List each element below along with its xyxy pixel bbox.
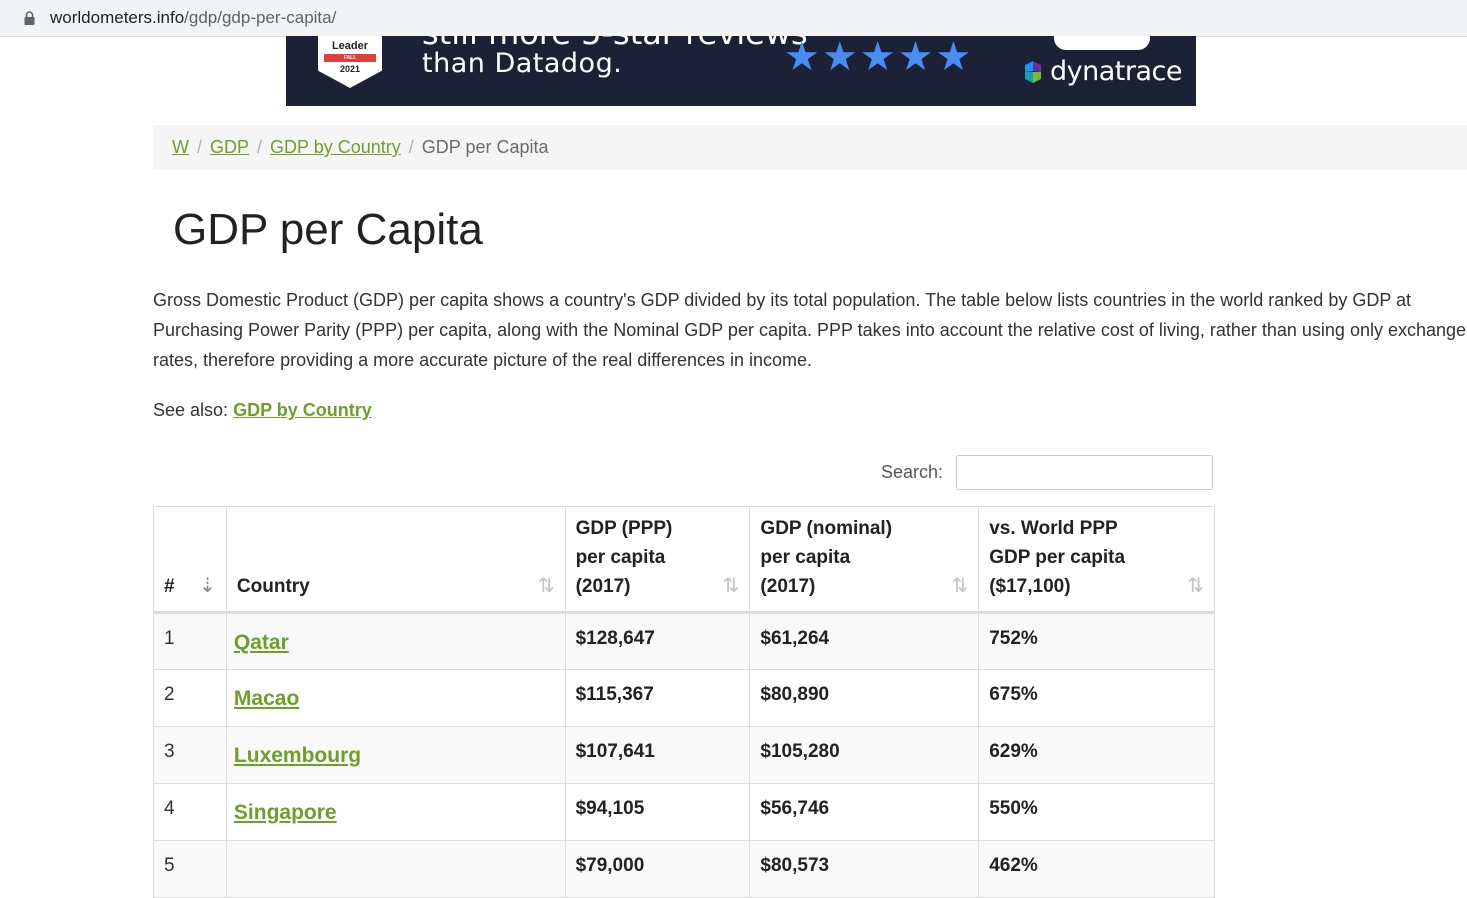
ad-cta-button[interactable] [1054, 36, 1150, 50]
sort-icon[interactable]: ⇅ [722, 575, 740, 597]
cell-rank: 5 [153, 840, 227, 898]
table-row: 5 $79,000 $80,573 462% [153, 840, 1215, 898]
cell-vs-world: 752% [978, 612, 1215, 670]
header-gdp-nominal-line: GDP (nominal) [760, 518, 893, 539]
breadcrumb-gdp-link[interactable]: GDP [210, 137, 250, 157]
country-link[interactable]: Luxembourg [233, 744, 362, 767]
gdp-per-capita-table: # ⇣ Country ⇅ GDP (PPP) per capita (2017… [153, 506, 1215, 898]
header-rank[interactable]: # ⇣ [153, 506, 227, 614]
search-input[interactable] [956, 455, 1213, 490]
table-row: 4 Singapore $94,105 $56,746 550% [153, 783, 1215, 841]
leader-badge: Leader FALL 2021 [318, 36, 382, 88]
cell-gdp-ppp: $115,367 [564, 669, 751, 727]
cell-vs-world: 675% [978, 669, 1215, 727]
header-country-label: Country [236, 576, 310, 597]
breadcrumb: W / GDP / GDP by Country / GDP per Capit… [153, 125, 1467, 170]
sort-icon[interactable]: ⇅ [537, 575, 555, 597]
cell-country: Macao [225, 669, 566, 727]
header-vs-world-line: GDP per capita [989, 547, 1126, 568]
cell-gdp-ppp: $79,000 [564, 840, 751, 898]
lock-icon[interactable] [22, 11, 36, 25]
country-link[interactable]: Qatar [233, 631, 289, 654]
header-gdp-nominal-line: per capita [760, 547, 851, 568]
breadcrumb-gdp-by-country-link[interactable]: GDP by Country [270, 137, 401, 157]
cell-vs-world: 462% [978, 840, 1215, 898]
cell-gdp-nominal: $105,280 [749, 726, 980, 784]
cell-gdp-ppp: $128,647 [564, 612, 751, 670]
cell-country: Luxembourg [225, 726, 566, 784]
address-bar[interactable]: worldometers.info/gdp/gdp-per-capita/ [0, 0, 1467, 37]
badge-year: 2021 [339, 64, 361, 74]
cell-gdp-nominal: $61,264 [749, 612, 980, 670]
table-row: 3 Luxembourg $107,641 $105,280 629% [153, 726, 1215, 784]
header-country[interactable]: Country ⇅ [225, 506, 566, 614]
cell-vs-world: 629% [978, 726, 1215, 784]
breadcrumb-current: GDP per Capita [421, 137, 549, 157]
url-path: /gdp/gdp-per-capita/ [184, 8, 337, 27]
url-host: worldometers.info [50, 8, 185, 27]
dynatrace-logo: dynatrace [1020, 56, 1182, 87]
dynatrace-icon [1025, 60, 1041, 83]
header-gdp-ppp-line: GDP (PPP) [575, 518, 673, 539]
cell-gdp-nominal: $80,573 [749, 840, 980, 898]
header-gdp-nominal-line: (2017) [760, 576, 816, 597]
sort-icon[interactable]: ⇅ [951, 575, 969, 597]
breadcrumb-home-link[interactable]: W [172, 137, 189, 157]
cell-rank: 1 [153, 612, 227, 670]
cell-gdp-ppp: $94,105 [564, 783, 751, 841]
see-also: See also: GDP by Country [153, 400, 372, 421]
country-link[interactable]: Macao [233, 687, 300, 710]
header-gdp-ppp-line: (2017) [575, 576, 631, 597]
see-also-gdp-by-country-link[interactable]: GDP by Country [233, 400, 372, 420]
sort-desc-icon[interactable]: ⇣ [199, 575, 216, 597]
header-gdp-ppp-line: per capita [575, 547, 666, 568]
ad-headline-partial: still more 5-star reviews [422, 36, 808, 52]
page-description: Gross Domestic Product (GDP) per capita … [153, 290, 1467, 370]
rating-stars-icon: ★★★★★ [784, 36, 974, 79]
badge-season: FALL [324, 54, 376, 62]
cell-country [225, 840, 566, 898]
cell-rank: 3 [153, 726, 227, 784]
country-link[interactable]: Singapore [233, 801, 337, 824]
see-also-label: See also: [153, 400, 229, 420]
search-label: Search: [881, 462, 944, 482]
breadcrumb-separator: / [408, 137, 414, 157]
cell-gdp-nominal: $80,890 [749, 669, 980, 727]
cell-country: Qatar [225, 612, 566, 670]
ad-headline: than Datadog. [422, 48, 623, 79]
header-gdp-ppp[interactable]: GDP (PPP) per capita (2017) ⇅ [564, 506, 751, 614]
cell-gdp-ppp: $107,641 [564, 726, 751, 784]
cell-rank: 2 [153, 669, 227, 727]
url-text[interactable]: worldometers.info/gdp/gdp-per-capita/ [50, 8, 336, 28]
badge-title: Leader [331, 40, 369, 52]
page-title: GDP per Capita [173, 205, 483, 254]
sort-icon[interactable]: ⇅ [1187, 575, 1204, 597]
cell-vs-world: 550% [978, 783, 1215, 841]
cell-gdp-nominal: $56,746 [749, 783, 980, 841]
table-header-row: # ⇣ Country ⇅ GDP (PPP) per capita (2017… [153, 506, 1215, 614]
table-row: 2 Macao $115,367 $80,890 675% [153, 669, 1215, 727]
table-row: 1 Qatar $128,647 $61,264 752% [153, 612, 1215, 670]
ad-banner[interactable]: Leader FALL 2021 still more 5-star revie… [286, 36, 1196, 106]
breadcrumb-separator: / [197, 137, 203, 157]
cell-rank: 4 [153, 783, 227, 841]
header-rank-label: # [164, 576, 175, 597]
header-gdp-nominal[interactable]: GDP (nominal) per capita (2017) ⇅ [749, 506, 980, 614]
brand-name: dynatrace [1050, 56, 1182, 87]
breadcrumb-separator: / [257, 137, 263, 157]
header-vs-world-line: vs. World PPP [989, 518, 1118, 539]
header-vs-world-line: ($17,100) [989, 576, 1071, 597]
cell-country: Singapore [225, 783, 566, 841]
header-vs-world[interactable]: vs. World PPP GDP per capita ($17,100) ⇅ [978, 506, 1215, 614]
